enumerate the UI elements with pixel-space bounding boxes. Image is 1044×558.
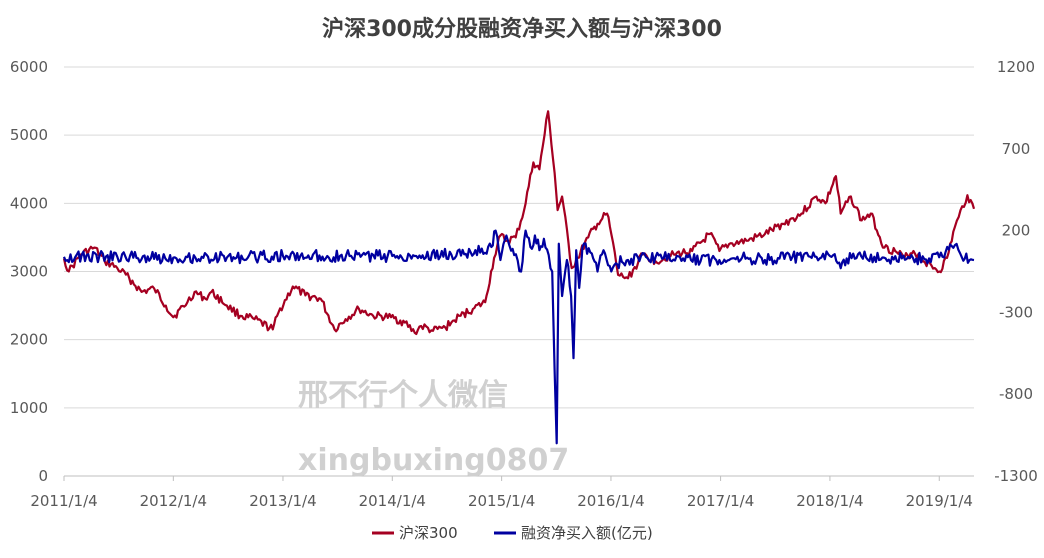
right-tick-label: -300 [999, 303, 1033, 321]
left-tick-label: 0 [38, 467, 48, 485]
x-axis-ticks: 2011/1/4 2012/1/4 2013/1/4 2014/1/4 2015/1/4… [30, 476, 973, 510]
left-tick-label: 5000 [10, 126, 48, 144]
watermark-text: xingbuxing0807 [298, 443, 569, 478]
x-tick-label: 2013/1/4 [249, 492, 316, 510]
series-line [62, 110, 976, 336]
left-tick-label: 4000 [10, 194, 48, 212]
x-tick-label: 2016/1/4 [577, 492, 644, 510]
right-axis-ticks: -1300 -800 -300 200 700 1200 [994, 58, 1038, 485]
right-tick-label: 700 [1002, 140, 1031, 158]
x-tick-label: 2019/1/4 [906, 492, 973, 510]
x-tick-label: 2012/1/4 [140, 492, 207, 510]
right-tick-label: 1200 [997, 58, 1035, 76]
left-tick-label: 1000 [10, 399, 48, 417]
x-tick-label: 2018/1/4 [796, 492, 863, 510]
right-tick-label: -1300 [994, 467, 1038, 485]
left-tick-label: 2000 [10, 331, 48, 349]
x-tick-label: 2017/1/4 [687, 492, 754, 510]
series-layer [62, 110, 976, 445]
legend-label: 融资净买入额(亿元) [521, 524, 653, 542]
legend-label: 沪深300 [399, 524, 458, 542]
right-tick-label: -800 [999, 385, 1033, 403]
legend: 沪深300 融资净买入额(亿元) [372, 524, 653, 542]
left-axis-ticks: 0 1000 2000 3000 4000 5000 6000 [10, 58, 48, 485]
x-tick-label: 2011/1/4 [30, 492, 97, 510]
x-tick-label: 2015/1/4 [468, 492, 535, 510]
watermark-text: 邢不行个人微信 [298, 378, 508, 413]
right-tick-label: 200 [1002, 222, 1031, 240]
gridlines [64, 66, 974, 409]
watermark: 邢不行个人微信 xingbuxing0807 [298, 378, 569, 478]
left-tick-label: 3000 [10, 263, 48, 281]
chart-title: 沪深300成分股融资净买入额与沪深300 [322, 16, 722, 42]
series-line [62, 229, 975, 445]
left-tick-label: 6000 [10, 58, 48, 76]
x-tick-label: 2014/1/4 [359, 492, 426, 510]
